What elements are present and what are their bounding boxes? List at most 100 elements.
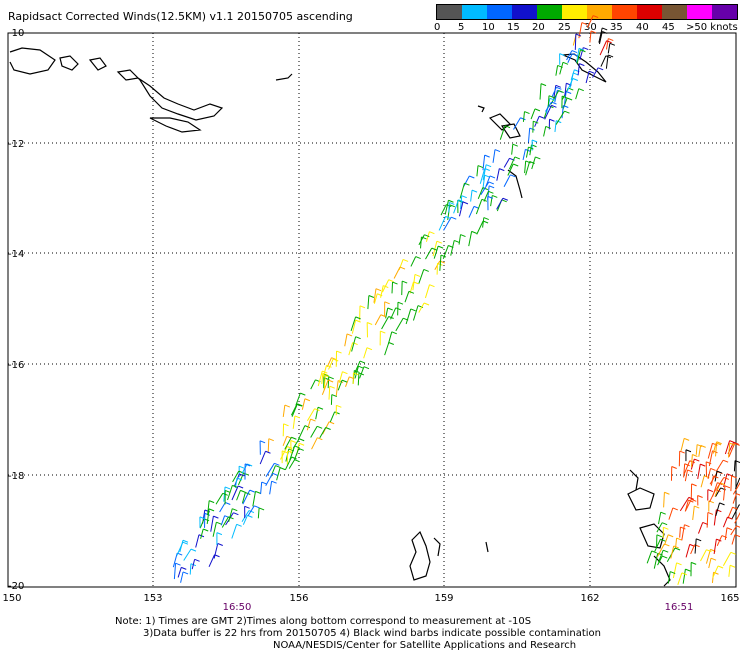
wind-barb-tick — [238, 486, 243, 488]
wind-barb-tick — [260, 441, 265, 443]
wind-barb-tick — [448, 200, 453, 202]
wind-barb — [232, 524, 237, 538]
wind-barb-tick — [451, 217, 456, 219]
wind-barb — [483, 155, 485, 170]
wind-barb-tick — [731, 552, 736, 554]
wind-barb-tick — [209, 501, 214, 503]
wind-barb — [729, 565, 730, 577]
wind-barb-tick — [299, 439, 304, 441]
wind-barb-tick — [326, 428, 331, 430]
wind-barb — [686, 544, 690, 557]
wind-barb — [476, 199, 481, 214]
wind-barb — [601, 56, 606, 67]
wind-barb — [440, 255, 441, 271]
wind-barb-tick — [685, 569, 690, 571]
wind-barb — [526, 147, 528, 158]
wind-barb — [709, 558, 711, 568]
wind-barb — [556, 65, 558, 75]
wind-barb-tick — [273, 473, 278, 475]
wind-barb-tick — [469, 176, 474, 178]
wind-barb — [477, 221, 483, 234]
wind-barb-tick — [684, 438, 689, 440]
wind-barb-tick — [696, 539, 701, 541]
wind-barb-tick — [400, 267, 405, 269]
wind-barb — [713, 566, 718, 578]
wind-barb-tick — [698, 495, 703, 497]
wind-barb — [375, 315, 381, 325]
lat-label-18: -18 — [8, 471, 24, 482]
wind-barb — [575, 34, 576, 50]
wind-barb-tick — [393, 282, 398, 284]
wind-barb-tick — [388, 308, 393, 310]
wind-barb-tick — [566, 91, 571, 93]
wind-barb — [253, 491, 256, 506]
wind-barb — [512, 144, 513, 154]
wind-barb — [606, 39, 608, 50]
wind-barb — [504, 175, 510, 187]
wind-barb-tick — [723, 460, 728, 462]
wind-barb — [526, 161, 530, 175]
wind-barb-tick — [680, 451, 685, 453]
wind-barb-tick — [329, 422, 334, 424]
wind-barb — [725, 528, 727, 540]
wind-barb-tick — [677, 563, 682, 565]
wind-barb-tick — [472, 190, 477, 192]
wind-barb-tick — [287, 447, 292, 449]
wind-barb — [368, 296, 369, 310]
wind-barb — [682, 525, 685, 541]
wind-barb — [698, 522, 702, 533]
wind-barb-tick — [663, 550, 668, 552]
plot-border — [8, 33, 736, 587]
wind-barb-tick — [232, 509, 237, 511]
lat-label-14: -14 — [8, 249, 24, 260]
wind-barb-tick — [694, 506, 699, 508]
lat-label-20: -20 — [8, 581, 24, 592]
wind-barb — [681, 438, 684, 450]
wind-barb — [388, 332, 391, 344]
wind-barb-tick — [593, 16, 598, 18]
wind-barb — [258, 508, 259, 518]
wind-barb — [723, 552, 730, 565]
wind-barb-tick — [541, 84, 546, 86]
wind-barb-tick — [438, 246, 443, 248]
wind-barb-tick — [564, 111, 569, 113]
wind-barb — [680, 527, 681, 537]
wind-barb-tick — [255, 491, 260, 493]
wind-barb-tick — [245, 506, 250, 508]
wind-barb-tick — [684, 525, 689, 527]
wind-barb-tick — [449, 202, 454, 204]
wind-barb-tick — [380, 331, 385, 333]
wind-barb — [345, 334, 347, 346]
wind-barb-tick — [579, 64, 584, 66]
wind-barb — [336, 381, 338, 396]
wind-barb — [178, 567, 181, 577]
wind-barb-tick — [513, 164, 518, 166]
wind-barb-tick — [402, 281, 407, 283]
wind-barb — [683, 569, 685, 584]
wind-barb-tick — [183, 542, 188, 544]
wind-barb-tick — [652, 551, 657, 553]
wind-barb-tick — [727, 474, 732, 476]
wind-barb-tick — [367, 348, 372, 350]
wind-barb-tick — [485, 155, 490, 157]
wind-barb-tick — [360, 361, 365, 363]
wind-barb-tick — [398, 302, 403, 304]
note-line-1: Note: 1) Times are GMT 2)Times along bot… — [115, 616, 531, 627]
wind-barb-tick — [610, 43, 615, 45]
wind-barb — [731, 476, 732, 491]
wind-barb-tick — [691, 562, 696, 564]
wind-barb-tick — [573, 79, 578, 81]
wind-barb-tick — [209, 509, 214, 511]
wind-barb-tick — [550, 119, 555, 121]
wind-barb — [504, 158, 509, 167]
wind-barb-tick — [668, 535, 673, 537]
wind-barb-tick — [672, 467, 677, 469]
wind-barb — [608, 43, 610, 53]
wind-barb-tick — [657, 535, 662, 537]
wind-barb-tick — [291, 440, 296, 442]
wind-barb-tick — [490, 176, 495, 178]
wind-barb — [270, 481, 272, 494]
wind-barb-tick — [225, 502, 230, 504]
wind-barb-tick — [533, 121, 538, 123]
wind-barb-tick — [484, 218, 489, 220]
